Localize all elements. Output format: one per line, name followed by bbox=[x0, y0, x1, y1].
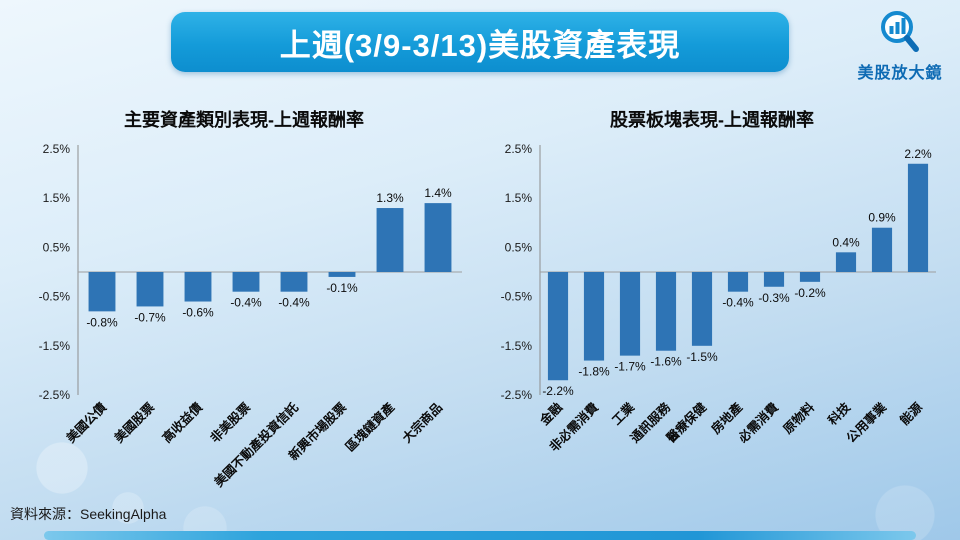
y-tick-label: 1.5% bbox=[505, 191, 533, 205]
bar-value-label: -0.1% bbox=[326, 281, 358, 295]
y-tick-label: 1.5% bbox=[43, 191, 71, 205]
bar bbox=[871, 227, 893, 272]
y-tick-label: -1.5% bbox=[501, 339, 533, 353]
bar-value-label: -1.7% bbox=[614, 360, 646, 374]
bar-value-label: -1.8% bbox=[578, 365, 610, 379]
y-tick-label: 0.5% bbox=[43, 240, 71, 254]
bar-value-label: -0.4% bbox=[278, 296, 310, 310]
stock-sectors-bar-chart: 2.5%1.5%0.5%-0.5%-1.5%-2.5% -2.2%金融-1.8%非… bbox=[501, 142, 936, 454]
y-tick-label: 0.5% bbox=[505, 240, 533, 254]
y-tick-label: -2.5% bbox=[501, 388, 533, 402]
bottom-accent-bar bbox=[44, 531, 916, 540]
y-tick-label: -2.5% bbox=[39, 388, 71, 402]
asset-classes-bar-chart: 2.5% 1.5% 0.5% -0.5% -1.5% -2.5% -0.8% 美國公債 -0.7… bbox=[39, 142, 462, 490]
bar-value-label: -0.6% bbox=[182, 306, 214, 320]
bar-value-label: -0.4% bbox=[722, 296, 754, 310]
category-label: 工業 bbox=[609, 399, 638, 428]
title-banner: 上週(3/9-3/13)美股資產表現 bbox=[171, 12, 789, 72]
category-label: 美國股票 bbox=[111, 399, 157, 445]
y-tick-label: -1.5% bbox=[39, 339, 71, 353]
category-label: 區塊鏈資產 bbox=[342, 399, 397, 454]
bar bbox=[376, 208, 404, 272]
bar-value-label: -1.6% bbox=[650, 355, 682, 369]
brand-logo: 美股放大鏡 bbox=[852, 8, 948, 83]
bar bbox=[328, 272, 356, 277]
chart-title: 股票板塊表現-上週報酬率 bbox=[610, 110, 814, 130]
bar-value-label: -0.3% bbox=[758, 291, 790, 305]
bar bbox=[691, 272, 713, 346]
bar-value-label: -0.4% bbox=[230, 296, 262, 310]
chart-title: 主要資產類別表現-上週報酬率 bbox=[124, 110, 364, 130]
bar bbox=[583, 272, 605, 361]
brand-name: 美股放大鏡 bbox=[857, 65, 943, 82]
data-source: 資料來源：SeekingAlpha bbox=[10, 506, 167, 522]
category-label: 原物料 bbox=[780, 399, 817, 436]
category-label: 高收益債 bbox=[159, 399, 205, 445]
bar bbox=[619, 272, 641, 356]
bar-value-label: 1.3% bbox=[376, 191, 404, 205]
magnifier-bar-chart-icon bbox=[881, 11, 919, 52]
bar-value-label: 0.4% bbox=[832, 235, 860, 249]
bar-value-label: -0.7% bbox=[134, 310, 166, 324]
category-label: 美國不動產投資信託 bbox=[211, 399, 302, 490]
bar bbox=[547, 272, 569, 381]
y-tick-label: 2.5% bbox=[43, 142, 71, 156]
chart-asset-classes: 主要資產類別表現-上週報酬率 2.5% 1.5% 0.5% -0.5% -1.5% -2.… bbox=[16, 107, 472, 511]
bar bbox=[184, 272, 212, 302]
category-label: 大宗商品 bbox=[399, 400, 445, 446]
bar bbox=[280, 272, 308, 292]
bar bbox=[763, 272, 785, 287]
category-label: 公用事業 bbox=[843, 399, 889, 445]
y-tick-label: -0.5% bbox=[501, 290, 533, 304]
bar bbox=[799, 272, 821, 282]
category-label: 金融 bbox=[536, 399, 565, 428]
bar bbox=[424, 203, 452, 272]
bar bbox=[232, 272, 260, 292]
bar-value-label: -2.2% bbox=[542, 384, 574, 398]
category-label: 必需消費 bbox=[734, 399, 781, 446]
bar bbox=[88, 272, 116, 312]
category-label: 能源 bbox=[897, 399, 926, 428]
bar bbox=[907, 163, 929, 272]
page-title: 上週(3/9-3/13)美股資產表現 bbox=[279, 27, 681, 63]
bar-value-label: 1.4% bbox=[424, 186, 452, 200]
category-label: 非美股票 bbox=[207, 399, 253, 445]
y-tick-label: 2.5% bbox=[505, 142, 533, 156]
bar-value-label: -1.5% bbox=[686, 350, 718, 364]
bar-value-label: 0.9% bbox=[868, 211, 896, 225]
bar bbox=[655, 272, 677, 351]
bar bbox=[727, 272, 749, 292]
bar-value-label: -0.2% bbox=[794, 286, 826, 300]
category-label: 科技 bbox=[825, 399, 854, 428]
category-label: 美國公債 bbox=[63, 399, 109, 445]
bar bbox=[835, 252, 857, 272]
y-tick-label: -0.5% bbox=[39, 290, 71, 304]
bar bbox=[136, 272, 164, 307]
category-label: 醫療保健 bbox=[663, 399, 709, 445]
bar-value-label: -0.8% bbox=[86, 315, 118, 329]
bar-value-label: 2.2% bbox=[904, 147, 932, 161]
chart-stock-sectors: 股票板塊表現-上週報酬率 2.5% 1.5% 0.5% -0.5% -1.5% -2.5%… bbox=[478, 107, 946, 511]
